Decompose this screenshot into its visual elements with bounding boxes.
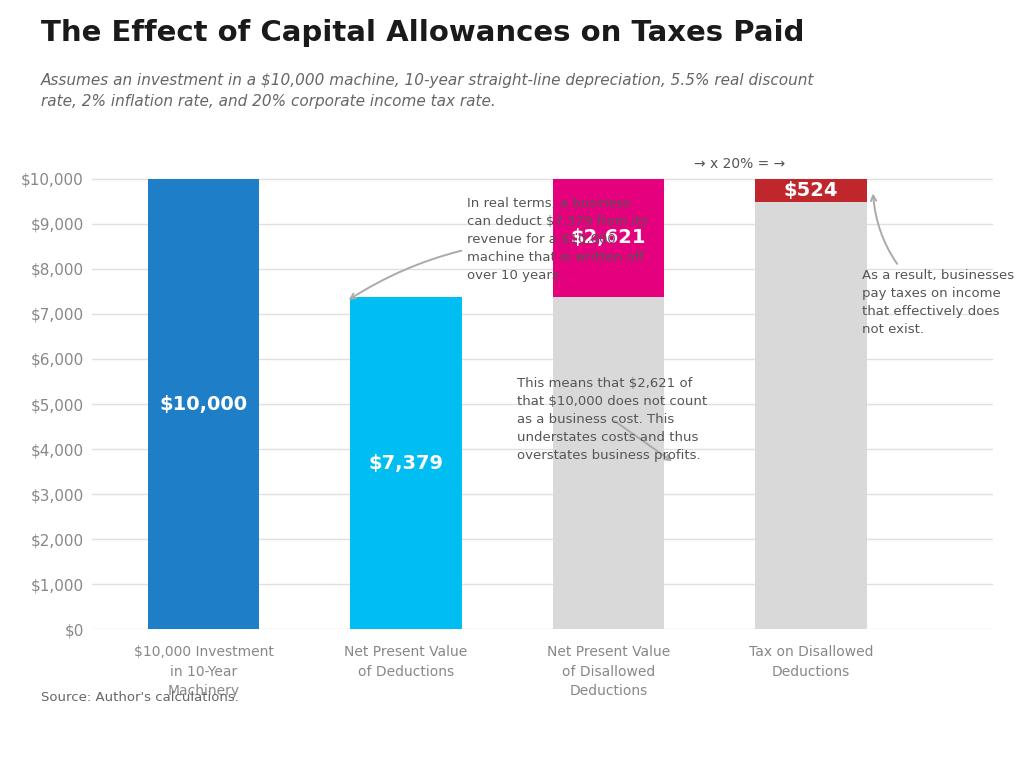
Bar [350, 297, 462, 629]
Text: The Effect of Capital Allowances on Taxes Paid: The Effect of Capital Allowances on Taxe… [41, 19, 805, 47]
Bar [553, 297, 665, 629]
Text: Source: Author's calculations.: Source: Author's calculations. [41, 691, 239, 704]
Bar [756, 179, 866, 202]
Text: → x 20% = →: → x 20% = → [693, 157, 784, 171]
Bar [553, 179, 665, 297]
Text: As a result, businesses
pay taxes on income
that effectively does
not exist.: As a result, businesses pay taxes on inc… [861, 195, 1014, 336]
Text: @TaxFoundation: @TaxFoundation [823, 735, 1004, 753]
Text: $524: $524 [783, 181, 839, 200]
Text: $2,621: $2,621 [570, 229, 646, 247]
Text: In real terms, a business
can deduct $7,379 from its
revenue for a $10,000
machi: In real terms, a business can deduct $7,… [350, 197, 647, 299]
Text: TAX FOUNDATION: TAX FOUNDATION [20, 735, 214, 753]
Bar [147, 179, 259, 629]
Bar [756, 202, 866, 629]
Text: This means that $2,621 of
that $10,000 does not count
as a business cost. This
u: This means that $2,621 of that $10,000 d… [517, 377, 708, 462]
Text: $10,000: $10,000 [160, 394, 248, 414]
Text: Assumes an investment in a $10,000 machine, 10-year straight-line depreciation, : Assumes an investment in a $10,000 machi… [41, 73, 814, 110]
Text: $7,379: $7,379 [369, 453, 443, 472]
